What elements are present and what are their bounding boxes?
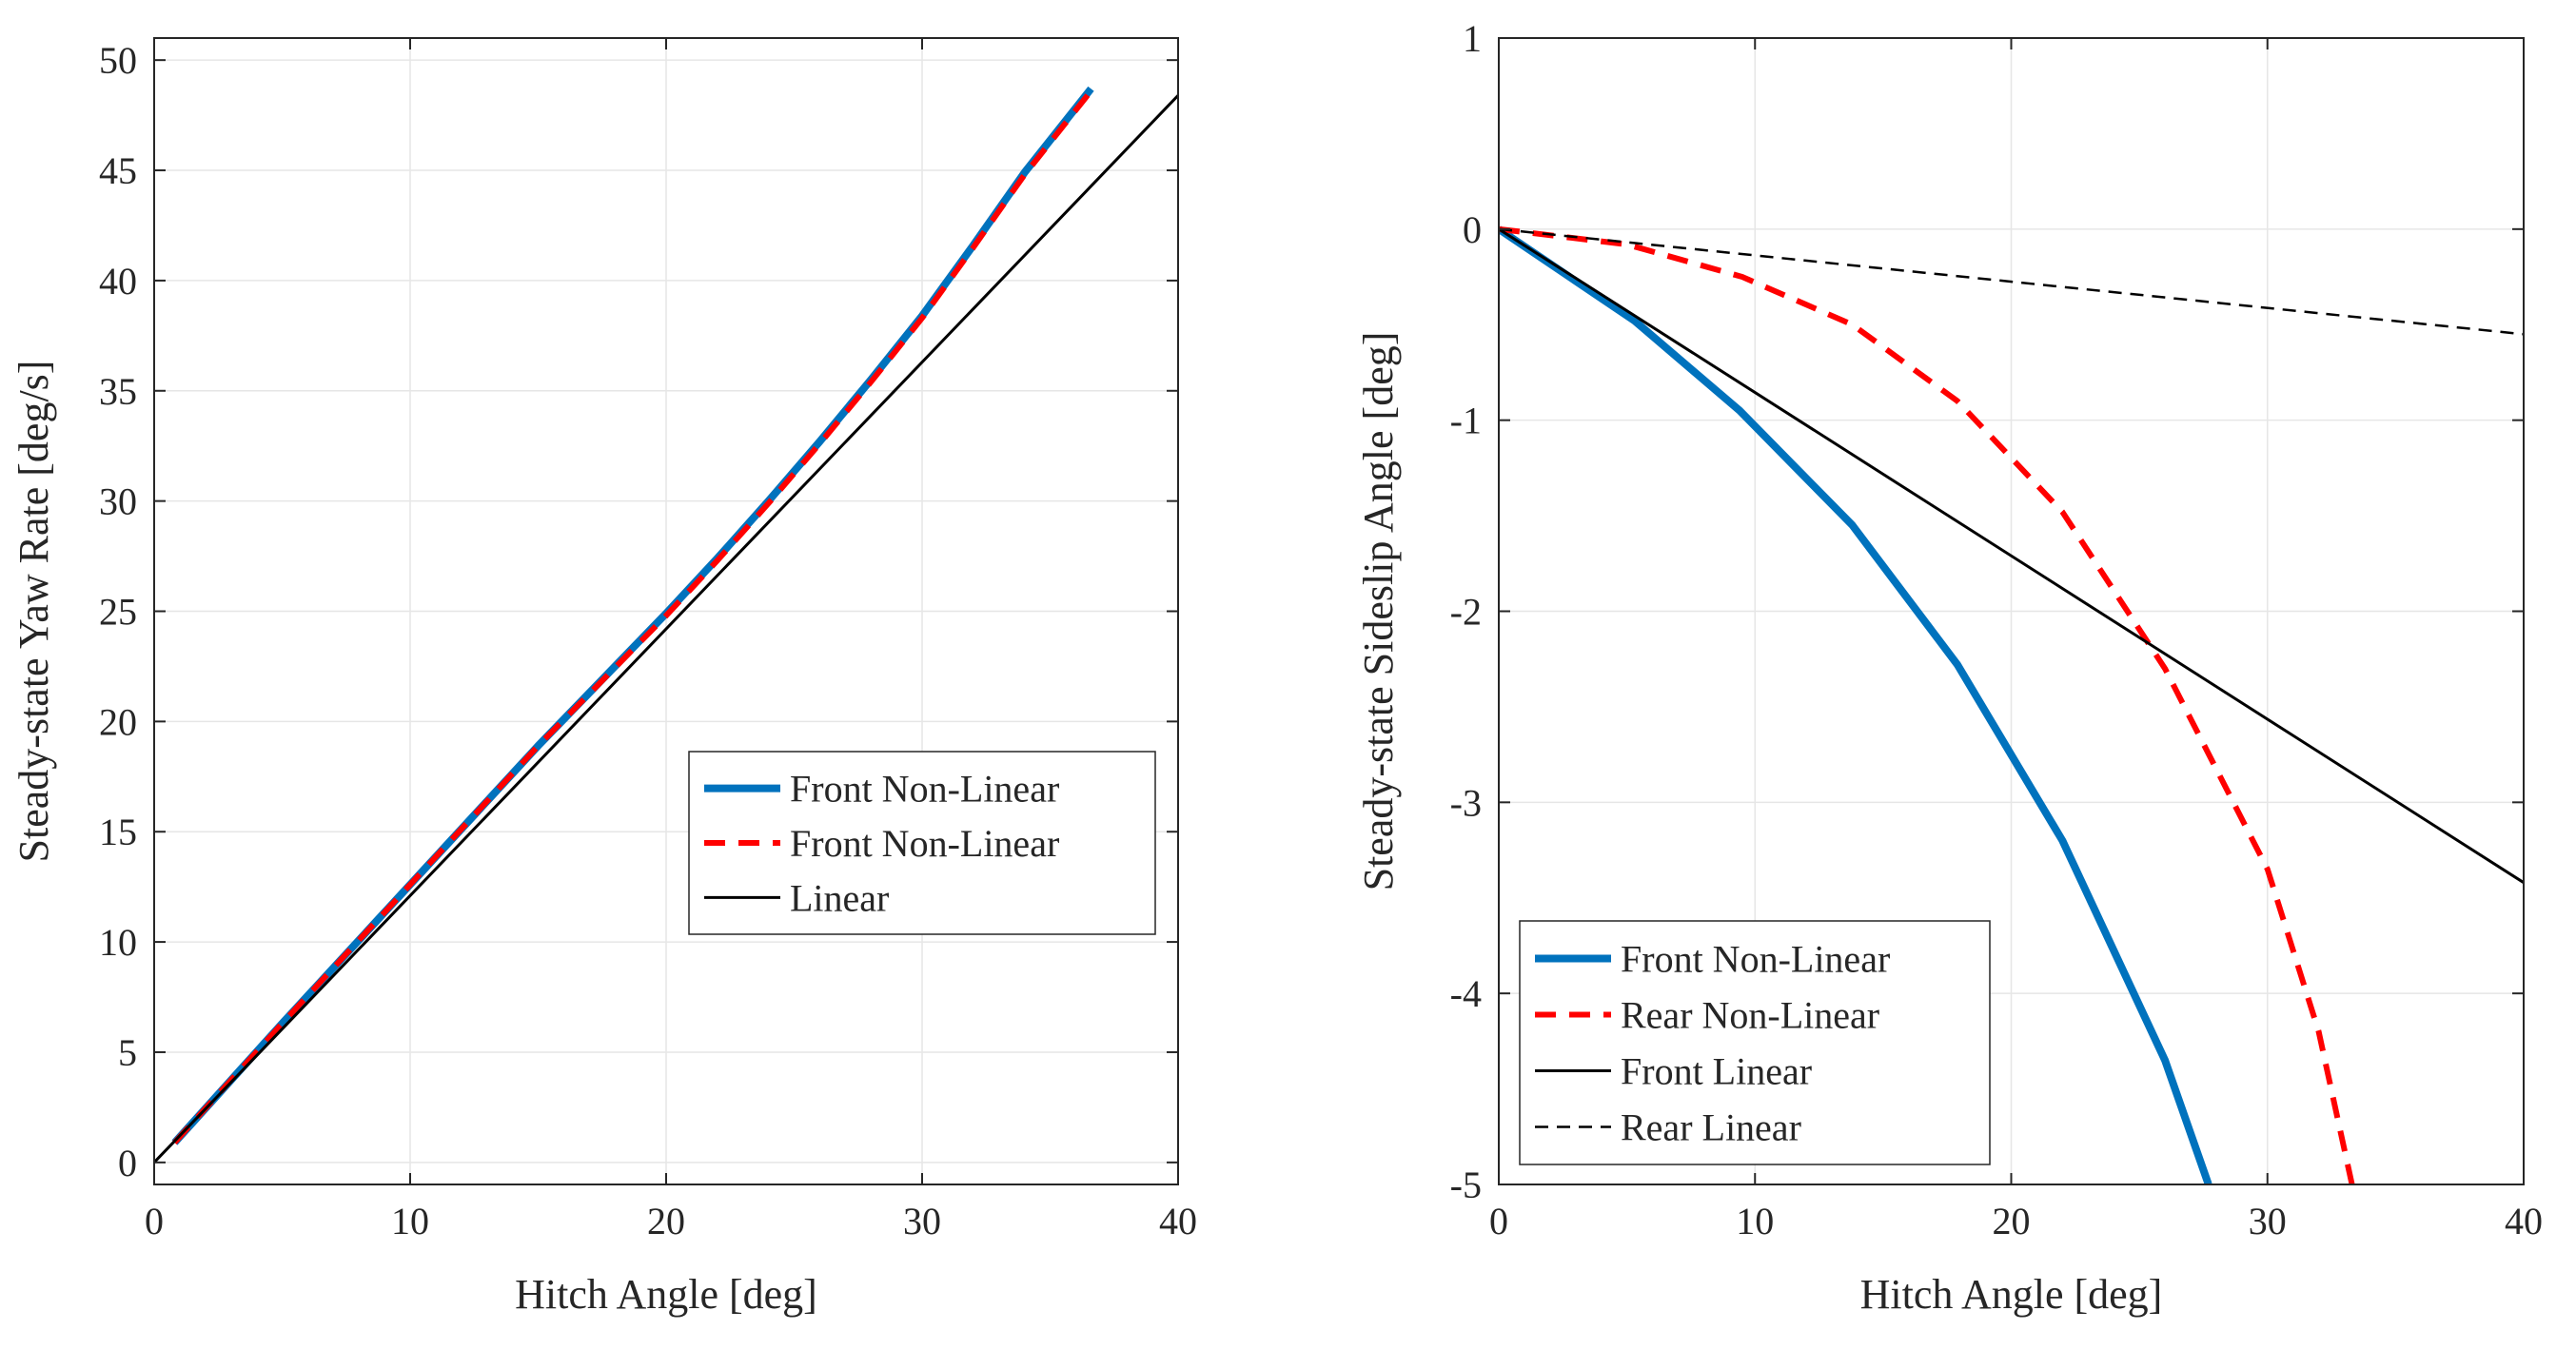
x-tick-label: 20 xyxy=(1993,1200,2031,1242)
y-tick-label: 10 xyxy=(99,921,137,964)
y-tick-label: 40 xyxy=(99,260,137,303)
series-group xyxy=(154,86,1178,1164)
y-tick-label: 15 xyxy=(99,811,137,853)
y-tick-label: 20 xyxy=(99,700,137,743)
legend-label-1: Front Non-Linear xyxy=(790,822,1059,865)
y-tick-label: -1 xyxy=(1450,400,1482,442)
y-tick-label: 30 xyxy=(99,480,137,523)
series-line-1 xyxy=(1499,225,2355,1184)
series-line-2 xyxy=(1499,227,2524,884)
y-tick-label: -4 xyxy=(1450,972,1482,1015)
y-tick-label: 0 xyxy=(1463,208,1482,251)
x-tick-label: 40 xyxy=(2505,1200,2543,1242)
y-tick-label: 35 xyxy=(99,370,137,413)
x-tick-label: 10 xyxy=(391,1200,429,1242)
legend: Front Non-Linear Rear Non-Linear Front Lin… xyxy=(1519,920,1991,1165)
x-tick-label: 0 xyxy=(1489,1200,1508,1242)
legend-label-2: Linear xyxy=(790,876,889,919)
y-tick-label: -3 xyxy=(1450,781,1482,824)
series-line-2 xyxy=(154,94,1178,1164)
y-tick-label: 45 xyxy=(99,149,137,192)
y-tick-label: 50 xyxy=(99,39,137,82)
x-tick-label: 20 xyxy=(647,1200,685,1242)
x-axis-label: Hitch Angle [deg] xyxy=(1860,1271,2163,1318)
legend: Front Non-Linear Front Non-Linear Linear xyxy=(688,751,1156,935)
x-axis-label: Hitch Angle [deg] xyxy=(515,1271,817,1318)
y-tick-label: 25 xyxy=(99,591,137,634)
legend-label-3: Rear Linear xyxy=(1621,1106,1801,1149)
series-group xyxy=(1499,225,2524,1184)
legend-label-0: Front Non-Linear xyxy=(1621,938,1890,981)
legend-box xyxy=(688,751,1156,935)
y-tick-label: 5 xyxy=(118,1031,137,1074)
y-axis-label: Steady-state Sideslip Angle [deg] xyxy=(1355,332,1402,891)
legend-label-0: Front Non-Linear xyxy=(790,768,1059,811)
yaw-rate-chart: 0 10 20 30 40 0 5 10 15 20 25 30 35 40 45 50 Hitch Angle… xyxy=(10,37,1197,1318)
y-tick-label: 1 xyxy=(1463,17,1482,60)
y-tick-label: -5 xyxy=(1450,1164,1482,1206)
series-line-1 xyxy=(172,88,1093,1145)
y-tick-label: 0 xyxy=(118,1142,137,1184)
legend-label-1: Rear Non-Linear xyxy=(1621,994,1879,1037)
y-axis-label: Steady-state Yaw Rate [deg/s] xyxy=(10,361,57,863)
y-tick-label: -2 xyxy=(1450,591,1482,634)
legend-label-2: Front Linear xyxy=(1621,1050,1812,1093)
x-tick-label: 30 xyxy=(2249,1200,2287,1242)
x-tick-label: 30 xyxy=(903,1200,941,1242)
x-tick-label: 40 xyxy=(1159,1200,1197,1242)
series-line-0 xyxy=(171,86,1094,1145)
x-tick-label: 0 xyxy=(145,1200,164,1242)
series-line-0 xyxy=(1499,225,2212,1184)
x-tick-label: 10 xyxy=(1736,1200,1774,1242)
series-line-3 xyxy=(1499,227,2524,336)
